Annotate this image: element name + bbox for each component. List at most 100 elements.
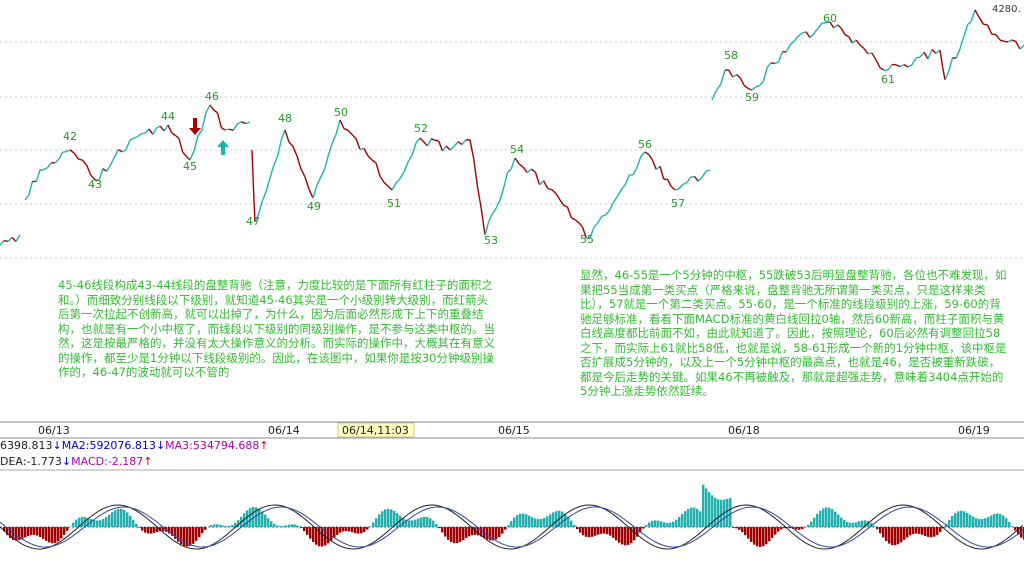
macd-bar bbox=[186, 527, 189, 547]
macd-bar bbox=[777, 527, 780, 532]
price-stroke bbox=[848, 36, 854, 44]
macd-bar bbox=[153, 527, 156, 533]
price-stroke bbox=[751, 86, 757, 91]
indicator-value: ↓ bbox=[155, 439, 166, 452]
dea-line bbox=[0, 506, 1024, 548]
price-stroke bbox=[308, 188, 314, 199]
price-stroke bbox=[510, 157, 516, 170]
price-stroke bbox=[935, 49, 941, 54]
macd-bar bbox=[726, 498, 729, 527]
price-stroke bbox=[415, 137, 421, 144]
macd-bar bbox=[288, 524, 291, 527]
macd-bar bbox=[1011, 526, 1014, 527]
macd-bar bbox=[882, 527, 885, 538]
price-stroke bbox=[895, 64, 901, 68]
wave-label: 53 bbox=[484, 234, 498, 247]
macd-bar bbox=[1020, 527, 1023, 538]
price-stroke bbox=[383, 181, 389, 187]
wave-label: 58 bbox=[724, 49, 738, 62]
macd-bar bbox=[420, 517, 423, 527]
price-stroke bbox=[430, 138, 436, 141]
price-stroke bbox=[732, 73, 737, 78]
macd-bar bbox=[231, 524, 234, 527]
price-stroke bbox=[719, 69, 726, 85]
macd-bar bbox=[573, 524, 576, 527]
price-stroke bbox=[224, 128, 230, 131]
macd-bar bbox=[648, 522, 651, 527]
price-stroke bbox=[859, 44, 865, 50]
macd-bar bbox=[342, 527, 345, 532]
macd-bar bbox=[495, 527, 498, 540]
indicator-value: MACD:-2.187 bbox=[71, 455, 144, 468]
macd-bar bbox=[630, 527, 633, 544]
price-stroke bbox=[133, 135, 138, 140]
macd-bar bbox=[984, 518, 987, 527]
price-stroke bbox=[343, 127, 349, 131]
macd-bar bbox=[36, 527, 39, 536]
macd-bar bbox=[963, 511, 966, 527]
macd-bar bbox=[45, 527, 48, 541]
macd-bar bbox=[345, 527, 348, 532]
price-stroke bbox=[526, 168, 532, 174]
price-stroke bbox=[693, 176, 699, 182]
macd-bar bbox=[774, 527, 777, 535]
macd-bar bbox=[909, 527, 912, 536]
macd-bar bbox=[54, 527, 57, 543]
price-stroke bbox=[503, 172, 509, 188]
price-stroke bbox=[539, 180, 545, 186]
macd-bar bbox=[81, 516, 84, 527]
price-stroke bbox=[518, 163, 524, 168]
price-stroke bbox=[423, 141, 429, 147]
price-stroke bbox=[547, 187, 552, 191]
price-stroke bbox=[514, 157, 520, 165]
macd-bar bbox=[927, 527, 930, 537]
macd-bar bbox=[960, 510, 963, 527]
macd-bar bbox=[204, 527, 207, 530]
macd-bar bbox=[750, 527, 753, 542]
price-stroke bbox=[813, 27, 819, 34]
macd-bar bbox=[891, 527, 894, 546]
indicator-value: 6398.813 bbox=[0, 439, 53, 452]
indicator-value: DEA:-1.773 bbox=[0, 455, 62, 468]
price-stroke bbox=[174, 134, 180, 140]
macd-bar bbox=[564, 513, 567, 527]
price-stroke bbox=[371, 159, 377, 164]
price-stroke bbox=[102, 168, 108, 172]
macd-bar bbox=[21, 527, 24, 539]
macd-bar bbox=[465, 527, 468, 539]
price-stroke bbox=[522, 166, 528, 174]
price-stroke bbox=[499, 187, 505, 201]
macd-bar bbox=[567, 516, 570, 527]
price-stroke bbox=[931, 49, 937, 54]
price-stroke bbox=[193, 135, 199, 152]
macd-bar bbox=[381, 511, 384, 527]
macd-bar bbox=[357, 527, 360, 534]
price-stroke bbox=[237, 121, 242, 125]
macd-bar bbox=[123, 509, 126, 527]
price-stroke bbox=[574, 219, 580, 224]
indicator-row: 6398.813↓MA2:592076.813↓MA3:534794.688↑ bbox=[0, 439, 269, 452]
wave-label: 59 bbox=[745, 91, 759, 104]
macd-bar bbox=[933, 527, 936, 537]
price-stroke bbox=[648, 154, 654, 161]
macd-bar bbox=[906, 527, 909, 538]
macd-bar bbox=[711, 495, 714, 527]
macd-bar bbox=[462, 527, 465, 541]
macd-bar bbox=[873, 525, 876, 527]
price-stroke bbox=[616, 189, 623, 197]
price-stroke bbox=[915, 56, 921, 59]
price-stroke bbox=[355, 138, 361, 150]
wave-label: 45 bbox=[183, 160, 197, 173]
price-stroke bbox=[335, 119, 341, 135]
macd-bar bbox=[1014, 527, 1017, 531]
macd-bar bbox=[225, 526, 228, 527]
price-stroke bbox=[863, 48, 869, 55]
macd-bar bbox=[771, 527, 774, 538]
macd-bar bbox=[189, 527, 192, 546]
price-stroke bbox=[632, 166, 638, 176]
price-stroke bbox=[280, 129, 286, 141]
wave-label: 42 bbox=[63, 130, 77, 143]
price-stroke bbox=[991, 33, 996, 36]
macd-bar bbox=[642, 527, 645, 529]
price-stroke bbox=[986, 24, 993, 35]
